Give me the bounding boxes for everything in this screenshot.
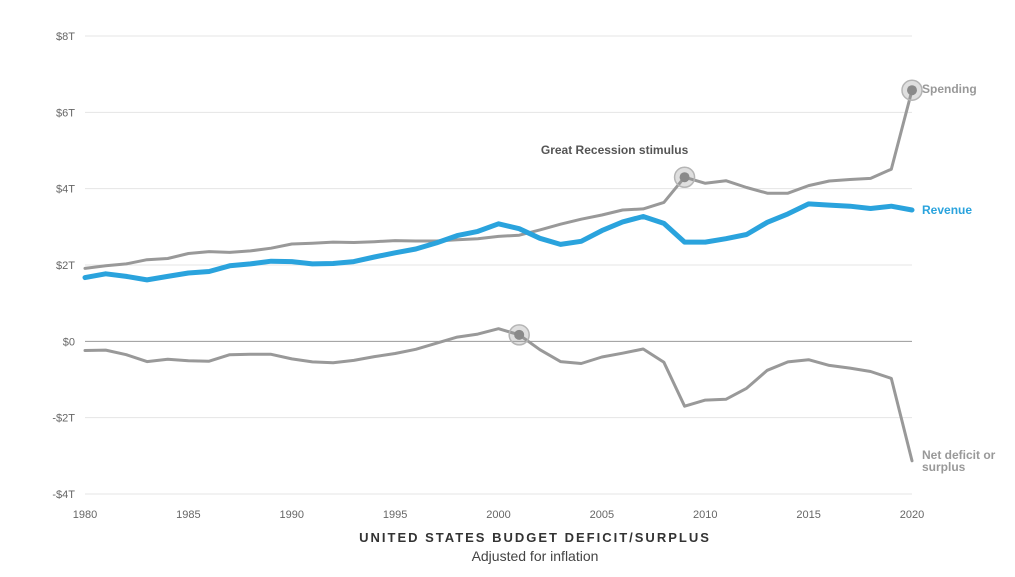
y-tick-label: -$4T: [52, 489, 75, 501]
x-tick-label: 2005: [590, 509, 614, 521]
x-tick-label: 2010: [693, 509, 717, 521]
x-tick-label: 2015: [796, 509, 820, 521]
y-tick-label: $6T: [56, 107, 75, 119]
grid-lines: [85, 35, 912, 495]
chart-subtitle: Adjusted for inflation: [471, 548, 599, 564]
y-axis: -$4T -$2T $0 $2T $4T $6T $8T: [52, 31, 75, 501]
series-label-net: Net deficit or surplus: [922, 448, 996, 474]
chart-title: UNITED STATES BUDGET DEFICIT/SURPLUS: [359, 530, 711, 545]
x-tick-label: 1980: [73, 509, 97, 521]
x-tick-label: 1995: [383, 509, 407, 521]
x-tick-label: 1990: [280, 509, 304, 521]
y-tick-label: $8T: [56, 31, 75, 43]
y-tick-label: -$2T: [52, 413, 75, 425]
annotation-point: [679, 172, 690, 183]
x-axis: 1980 1985 1990 1995 2000 2005 2010 2015 2020: [73, 509, 924, 521]
y-tick-label: $0: [63, 336, 75, 348]
annotation-markers: Great Recession stimulus: [508, 79, 923, 346]
series-labels: Spending Revenue Net deficit or surplus: [922, 82, 996, 474]
annotation-label: Great Recession stimulus: [541, 143, 689, 157]
series-line-spending: [83, 88, 914, 270]
annotation-point: [907, 85, 917, 96]
y-tick-label: $2T: [56, 260, 75, 272]
y-tick-label: $4T: [56, 184, 75, 196]
annotation-point: [514, 329, 525, 340]
series-line-revenue: [82, 201, 915, 283]
series-label-spending: Spending: [922, 82, 977, 96]
series-line-net-deficit-or-surplus: [83, 327, 914, 463]
x-tick-label: 1985: [176, 509, 200, 521]
series-lines: [82, 88, 915, 463]
x-tick-label: 2000: [486, 509, 510, 521]
series-label-revenue: Revenue: [922, 203, 972, 217]
x-tick-label: 2020: [900, 509, 924, 521]
